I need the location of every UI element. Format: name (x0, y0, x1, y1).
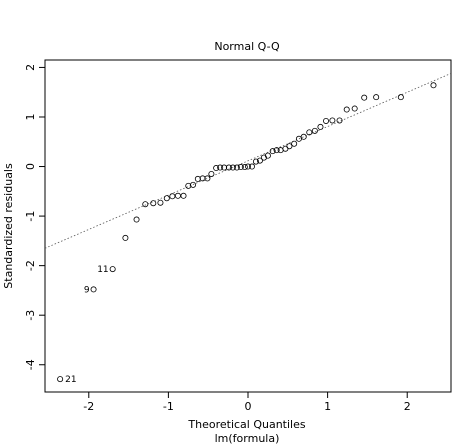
y-tick-label: 2 (24, 64, 37, 71)
data-point (241, 164, 248, 171)
data-point (300, 133, 307, 140)
chart-title: Normal Q-Q (214, 40, 280, 53)
data-point (351, 105, 358, 112)
data-point (323, 117, 330, 124)
y-axis: -4 -3 -2 -1 0 1 2 (24, 64, 46, 370)
data-point (90, 286, 97, 293)
data-point (264, 152, 271, 159)
data-point (163, 195, 170, 202)
data-points (57, 82, 437, 383)
y-tick-label: -4 (24, 359, 37, 370)
data-point (109, 266, 116, 273)
data-point (217, 164, 224, 171)
data-point (248, 163, 255, 170)
data-point (343, 106, 350, 113)
plot-frame (44, 59, 452, 393)
data-point (233, 164, 240, 171)
x-axis-label: Theoretical Quantiles (187, 418, 305, 431)
x-axis-sublabel: lm(formula) (215, 432, 280, 445)
data-point (150, 200, 157, 207)
x-tick-label: 1 (324, 400, 331, 413)
data-point (174, 192, 181, 199)
data-point (291, 140, 298, 147)
data-point (269, 148, 276, 155)
y-tick-label: 1 (24, 113, 37, 120)
data-point (229, 164, 236, 171)
data-point (237, 164, 244, 171)
x-tick-label: -1 (163, 400, 174, 413)
y-tick-label: -2 (24, 260, 37, 271)
data-point (286, 143, 293, 150)
x-axis: -2 -1 0 1 2 (83, 391, 411, 413)
data-point (142, 201, 149, 208)
data-point (430, 82, 437, 89)
y-tick-label: 0 (24, 163, 37, 170)
data-point (213, 165, 220, 172)
point-label: 9 (84, 285, 90, 295)
x-tick-label: 2 (404, 400, 411, 413)
data-point (361, 94, 368, 101)
point-label: 11 (97, 265, 108, 275)
point-label: 21 (65, 375, 76, 385)
data-point (221, 164, 228, 171)
point-labels: 21 9 11 (65, 265, 109, 385)
x-tick-label: 0 (245, 400, 252, 413)
data-point (225, 164, 232, 171)
y-tick-label: -1 (24, 211, 37, 222)
data-point (133, 216, 140, 223)
data-point (329, 117, 336, 124)
data-point (204, 175, 211, 182)
data-point (199, 175, 206, 182)
data-point (252, 158, 259, 165)
x-tick-label: -2 (83, 400, 94, 413)
data-point (256, 157, 263, 164)
data-point (208, 170, 215, 177)
data-point (336, 117, 343, 124)
data-point (397, 94, 404, 101)
data-point (244, 163, 251, 170)
y-tick-label: -3 (24, 310, 37, 321)
data-point (157, 199, 164, 206)
data-point (306, 129, 313, 136)
data-point (317, 123, 324, 130)
data-point (311, 127, 318, 134)
data-point (373, 94, 380, 101)
data-point (169, 193, 176, 200)
data-point (122, 234, 129, 241)
data-point (180, 192, 187, 199)
y-axis-label: Standardized residuals (2, 163, 15, 289)
reference-line (44, 73, 452, 249)
data-point (190, 181, 197, 188)
data-point (57, 376, 64, 383)
data-point (273, 147, 280, 154)
